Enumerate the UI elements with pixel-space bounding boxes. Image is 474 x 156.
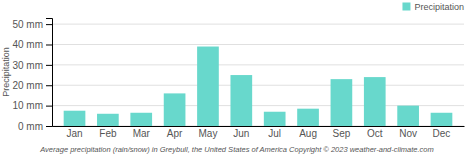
- x-tick: Aug: [299, 128, 317, 139]
- y-tick-mark: [46, 44, 52, 45]
- x-tick-label: Feb: [99, 128, 117, 139]
- y-axis-line: [46, 19, 53, 127]
- bar: [130, 113, 152, 126]
- y-label: Precipitation: [1, 47, 11, 97]
- plot: 0 mm 10 mm 20 mm 30 mm 40 mm 50 mm Jan Feb Mar Ap…: [1, 19, 465, 140]
- x-tick: Oct: [367, 128, 383, 139]
- y-tick: 10 mm: [12, 100, 52, 111]
- x-tick-label: Jun: [233, 128, 249, 139]
- y-tick-label: 20 mm: [12, 80, 43, 91]
- x-tick: Nov: [399, 128, 417, 139]
- chart: 0 mm 10 mm 20 mm 30 mm 40 mm 50 mm Jan Feb Mar Ap…: [0, 0, 474, 156]
- y-tick-label: 10 mm: [12, 100, 43, 111]
- grid-line: [52, 64, 464, 65]
- y-axis: 0 mm 10 mm 20 mm 30 mm 40 mm 50 mm: [12, 19, 52, 132]
- y-tick-mark: [46, 126, 52, 127]
- bar: [230, 75, 252, 126]
- grid-line: [52, 85, 464, 86]
- bar: [164, 93, 186, 126]
- x-tick: Feb: [99, 128, 117, 139]
- grid-line: [52, 44, 464, 45]
- y-tick-label: 0 mm: [18, 121, 43, 132]
- x-tick: Mar: [133, 128, 151, 139]
- x-tick: May: [199, 128, 218, 139]
- x-axis-line: [53, 126, 465, 127]
- bar: [64, 111, 86, 126]
- bar: [397, 106, 419, 126]
- x-tick: Sep: [333, 128, 351, 139]
- x-tick-label: Oct: [367, 128, 383, 139]
- x-tick-label: Apr: [167, 128, 183, 139]
- x-tick-label: Mar: [133, 128, 151, 139]
- x-tick-label: Aug: [299, 128, 317, 139]
- bar: [364, 77, 386, 126]
- bar: [331, 79, 353, 126]
- caption: Average precipitation (rain/snow) in Gre…: [39, 145, 434, 154]
- legend-swatch: [402, 3, 410, 11]
- legend: Precipitation: [402, 2, 464, 12]
- y-tick: 0 mm: [18, 121, 52, 132]
- bar: [197, 47, 219, 126]
- y-tick-label: 40 mm: [12, 39, 43, 50]
- grid-line: [52, 24, 464, 25]
- x-tick-label: Dec: [433, 128, 451, 139]
- y-tick-label: 30 mm: [12, 60, 43, 71]
- y-tick-mark: [46, 106, 52, 107]
- grid: [52, 24, 464, 126]
- bar: [97, 114, 119, 126]
- x-tick-label: Sep: [333, 128, 351, 139]
- x-tick-label: Jul: [268, 128, 281, 139]
- bar: [264, 112, 286, 126]
- y-tick-mark: [46, 65, 52, 66]
- y-tick-mark: [46, 24, 52, 25]
- x-tick: Jan: [66, 128, 82, 139]
- bar: [297, 109, 319, 126]
- x-tick: Dec: [433, 128, 451, 139]
- x-axis: Jan Feb Mar Apr May Jun Jul Aug Sep Oct Nov Dec: [53, 127, 465, 140]
- x-tick-label: Jan: [66, 128, 82, 139]
- legend-item: Precipitation: [402, 2, 464, 12]
- legend-label: Precipitation: [414, 2, 464, 12]
- x-tick: Apr: [167, 128, 183, 139]
- x-tick: Jun: [233, 128, 249, 139]
- y-tick-label: 50 mm: [12, 19, 43, 30]
- y-tick: 40 mm: [12, 39, 52, 50]
- x-tick-label: May: [199, 128, 218, 139]
- y-tick: 20 mm: [12, 80, 52, 91]
- y-tick: 50 mm: [12, 19, 52, 30]
- y-tick: 30 mm: [12, 60, 52, 71]
- x-tick-label: Nov: [399, 128, 417, 139]
- bar: [431, 113, 453, 126]
- bars: [64, 47, 453, 126]
- x-tick: Jul: [268, 128, 281, 139]
- y-tick-mark: [46, 85, 52, 86]
